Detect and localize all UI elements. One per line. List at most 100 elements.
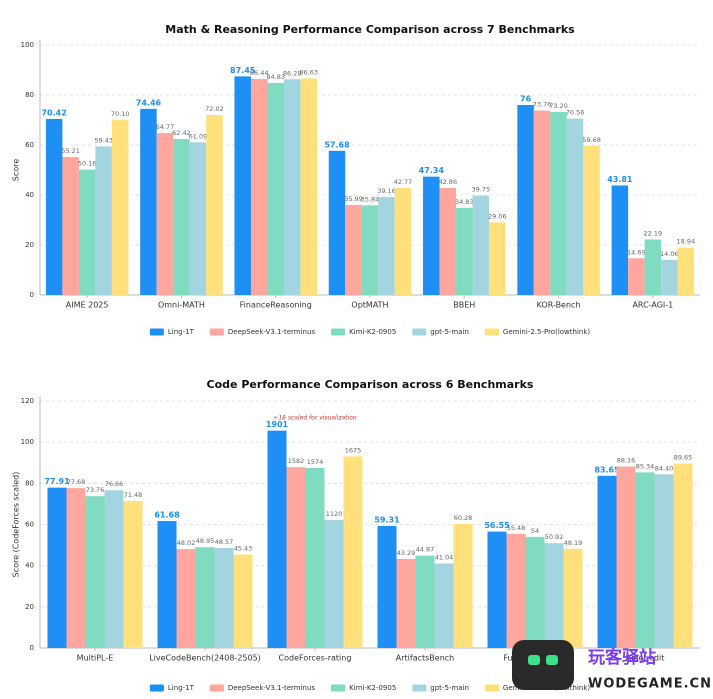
bar <box>506 533 526 648</box>
bar <box>300 78 317 295</box>
x-tick-label: AIME 2025 <box>66 301 109 310</box>
value-label: 73.20 <box>549 102 568 110</box>
bar <box>423 176 440 295</box>
bar <box>644 239 662 295</box>
legend-label: gpt-5-main <box>430 328 469 336</box>
bar <box>673 463 693 648</box>
y-tick-label: 40 <box>25 562 34 570</box>
value-label: 14.69 <box>627 248 646 256</box>
value-label: 14.06 <box>660 250 679 258</box>
y-tick-label: 120 <box>21 397 34 405</box>
bar <box>173 138 190 295</box>
value-label: 50.92 <box>545 533 564 541</box>
bar <box>176 549 196 648</box>
legend-label: Kimi-K2-0905 <box>349 328 396 336</box>
y-tick-label: 100 <box>21 41 34 49</box>
value-label: 87.45 <box>230 66 256 75</box>
bar <box>104 490 124 648</box>
bar <box>439 187 457 295</box>
value-label: 88.16 <box>617 457 636 465</box>
value-label: 74.46 <box>136 98 162 107</box>
x-tick-label: ARC-AGI-1 <box>632 301 673 310</box>
bar <box>396 558 416 648</box>
legend-label: Ling-1T <box>168 684 195 692</box>
y-axis-label: Score <box>12 159 21 181</box>
value-label: 56.55 <box>484 521 510 530</box>
value-label: 45.43 <box>234 544 253 552</box>
value-label: 85.34 <box>636 462 655 470</box>
bar <box>345 205 362 295</box>
value-label: 86.63 <box>299 68 318 76</box>
value-label: 62.42 <box>172 129 191 137</box>
y-tick-label: 0 <box>30 291 34 299</box>
x-tick-label: ArtifactsBench <box>396 654 455 663</box>
value-label: 48.95 <box>196 537 215 545</box>
value-label: 42.86 <box>438 178 457 186</box>
value-label: 44.87 <box>416 546 435 554</box>
x-tick-label: FinanceReasoning <box>240 301 312 310</box>
bar <box>189 142 207 295</box>
value-label: 39.16 <box>377 187 396 195</box>
y-tick-label: 40 <box>25 191 34 199</box>
bar <box>597 475 617 648</box>
bar <box>267 82 284 295</box>
bar <box>267 430 287 648</box>
legend-label: DeepSeek-V3.1-terminus <box>228 328 316 336</box>
watermark-name: 玩客驿站 <box>588 647 656 668</box>
bar <box>328 150 346 295</box>
value-label: 35.99 <box>344 195 363 203</box>
value-label: 61.68 <box>154 511 180 520</box>
x-tick-label: LiveCodeBench(2408-2505) <box>149 654 261 663</box>
legend-swatch <box>149 328 164 336</box>
bar <box>415 555 435 648</box>
bar <box>66 488 86 648</box>
value-label: 1574 <box>307 458 324 466</box>
bar <box>123 500 143 648</box>
bar <box>550 112 567 295</box>
value-label: 1901 <box>266 420 289 429</box>
value-label: 1120 <box>326 510 343 518</box>
value-label: 42.77 <box>394 178 413 186</box>
x-tick-label: BBEH <box>453 301 475 310</box>
bar <box>489 222 506 295</box>
watermark-site: WODEGAME.CN <box>588 677 712 692</box>
watermark-icon <box>512 640 574 690</box>
value-label: 70.10 <box>111 110 130 118</box>
value-label: 61.09 <box>189 132 208 140</box>
value-label: 54 <box>531 527 539 535</box>
value-label: 22.19 <box>644 230 663 238</box>
value-label: 73.76 <box>533 101 552 109</box>
chart-title: Math & Reasoning Performance Comparison … <box>165 23 575 36</box>
bar <box>517 105 534 295</box>
bar <box>95 146 112 295</box>
bar <box>378 197 395 295</box>
bar <box>156 133 174 295</box>
value-label: 84.83 <box>266 73 285 81</box>
legend-label: Kimi-K2-0905 <box>349 684 396 692</box>
x-tick-label: Omni-MATH <box>158 301 205 310</box>
value-label: 73.76 <box>86 486 105 494</box>
legend-label: DeepSeek-V3.1-terminus <box>228 684 316 692</box>
value-label: 60.28 <box>454 514 473 522</box>
value-label: 84.40 <box>655 464 674 472</box>
value-label: 47.34 <box>419 166 445 175</box>
bar <box>661 259 678 295</box>
y-tick-label: 100 <box>21 438 34 446</box>
value-label: 59.43 <box>94 136 113 144</box>
x-tick-label: OptMATH <box>351 301 388 310</box>
bar <box>616 466 636 648</box>
value-label: 64.77 <box>156 123 175 131</box>
y-tick-label: 20 <box>25 603 34 611</box>
bar <box>434 563 454 648</box>
bar <box>525 536 545 648</box>
value-label: 43.29 <box>397 549 416 557</box>
value-label: 76.66 <box>105 480 124 488</box>
value-label: 41.04 <box>435 554 454 562</box>
value-label: 70.56 <box>566 109 585 117</box>
chart-title: Code Performance Comparison across 6 Ben… <box>207 378 534 391</box>
bar <box>283 79 301 295</box>
value-label: 70.42 <box>41 108 66 117</box>
x-tick-label: Aider-edit <box>626 654 665 663</box>
value-label: 29.06 <box>488 212 507 220</box>
